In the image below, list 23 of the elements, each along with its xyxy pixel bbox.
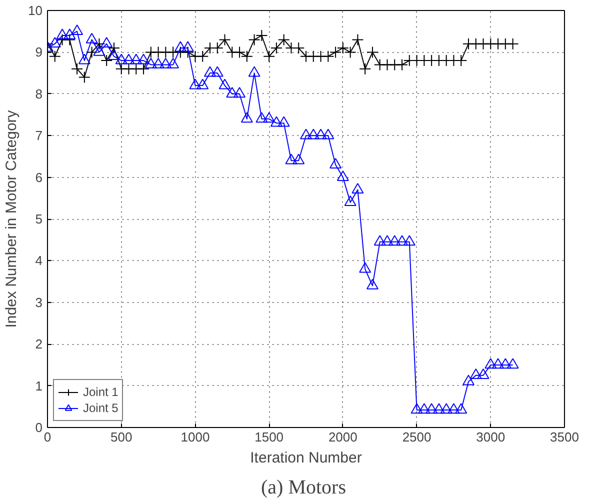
x-tick-label: 3000 <box>476 430 506 444</box>
y-tick-label: 8 <box>35 86 43 102</box>
y-tick-label: 7 <box>35 128 43 144</box>
y-tick-label: 3 <box>35 294 43 310</box>
x-tick-label: 3500 <box>550 430 579 444</box>
x-axis-title: Iteration Number <box>250 450 362 466</box>
y-tick-label: 5 <box>35 212 43 226</box>
y-tick-label: 2 <box>35 336 43 352</box>
legend-label: Joint 1 <box>83 384 118 400</box>
legend-label: Joint 5 <box>83 400 118 416</box>
x-tick-label: 1000 <box>180 430 210 444</box>
y-tick-label: 10 <box>28 3 43 18</box>
y-tick-label: 1 <box>35 378 43 394</box>
y-tick-label: 6 <box>35 170 43 185</box>
x-tick-label: 2000 <box>328 430 358 444</box>
y-tick-label: 4 <box>35 253 43 268</box>
text: (a) Motors <box>261 476 346 498</box>
y-tick-label: 9 <box>35 44 43 60</box>
x-tick-label: 2500 <box>402 430 432 444</box>
y-tick-label: 0 <box>35 420 43 435</box>
x-tick-label: 1500 <box>254 430 284 444</box>
x-tick-label: 500 <box>110 430 132 444</box>
y-axis-title: Index Number in Motor Category <box>3 110 20 328</box>
